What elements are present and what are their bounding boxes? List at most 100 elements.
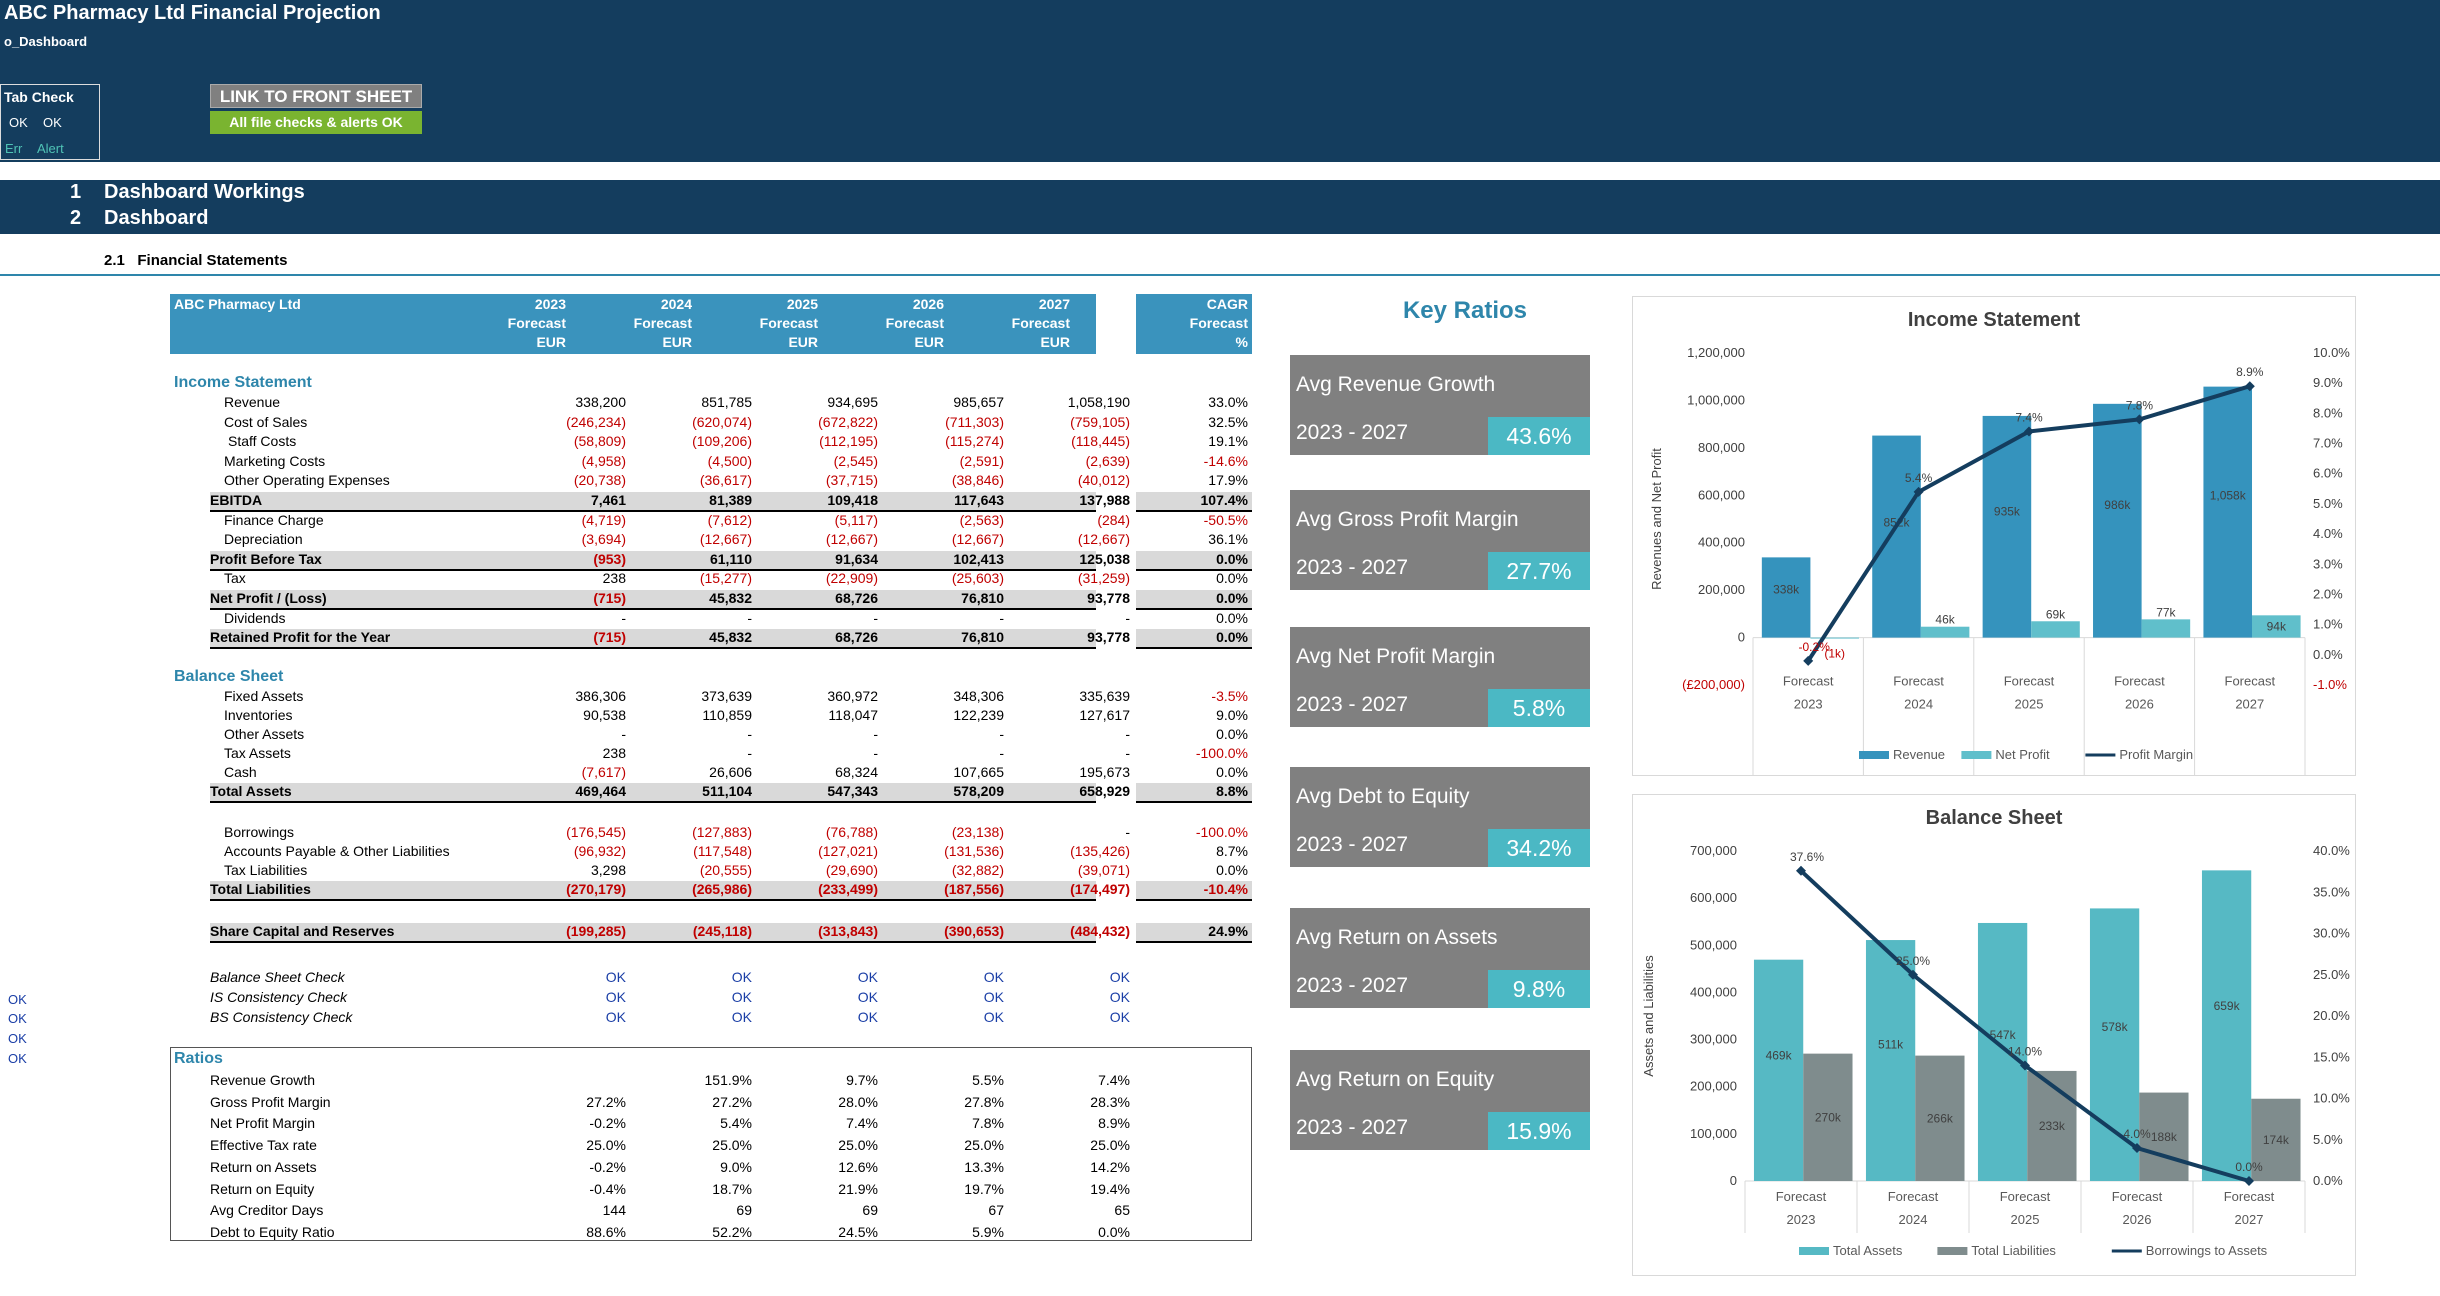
table-row: Share Capital and Reserves (199,285) (245,… [170, 923, 1252, 943]
key-ratio-card: Avg Return on Equity 2023 - 2027 15.9% [1290, 1050, 1590, 1150]
y-tick-label: 300,000 [1690, 1032, 1737, 1047]
section-dashboard-workings[interactable]: 1 Dashboard Workings [70, 181, 305, 203]
cell-value: 338,200 [575, 394, 626, 410]
cell-value: (115,274) [945, 433, 1004, 450]
row-label: Effective Tax rate [210, 1137, 317, 1154]
cell-value: 125,038 [1079, 550, 1130, 567]
bar-data-label: 46k [1935, 613, 1955, 627]
bar [2201, 870, 2252, 1181]
row-label: Avg Creditor Days [210, 1202, 324, 1219]
cell-value: (4,500) [707, 452, 752, 469]
row-label: Accounts Payable & Other Liabilities [224, 843, 450, 859]
column-header: Forecast [633, 315, 692, 331]
cagr-unit: % [1235, 334, 1248, 350]
cagr-value: 0.0% [1216, 550, 1248, 567]
table-row: Borrowings (176,545) (127,883) (76,788) (23,… [170, 824, 1252, 843]
bar-data-label: 578k [2102, 1020, 2129, 1034]
cell-value: (672,822) [818, 413, 878, 430]
cell-value: (233,499) [818, 881, 878, 897]
line-marker [1796, 865, 1806, 876]
key-ratio-card: Avg Gross Profit Margin 2023 - 2027 27.7% [1290, 490, 1590, 590]
cell-value: (76,788) [825, 824, 878, 840]
cell-value: OK [983, 989, 1004, 1005]
cell-value: 69 [862, 1202, 878, 1219]
cell-value: (2,545) [833, 452, 878, 469]
cell-value: (58,809) [573, 433, 626, 450]
bar-data-label: 986k [2104, 498, 2131, 512]
table-row: Marketing Costs (4,958) (4,500) (2,545) (2,5… [170, 453, 1252, 472]
y-tick-label: 1,200,000 [1687, 345, 1745, 360]
cell-value: (245,118) [692, 923, 752, 939]
row-label: Dividends [224, 609, 286, 626]
category-year: 2025 [2015, 697, 2044, 712]
bar-data-label: 94k [2267, 619, 2287, 633]
cell-value: 19.4% [1090, 1180, 1130, 1197]
y2-tick-label: 25.0% [2313, 967, 2350, 982]
y2-tick-label: 7.0% [2313, 436, 2343, 451]
cell-value: 511,104 [702, 783, 752, 799]
cagr-value: 32.5% [1208, 413, 1248, 430]
cell-value: 348,306 [953, 688, 1004, 704]
cagr-value: 24.9% [1208, 923, 1248, 939]
key-ratio-card: Avg Revenue Growth 2023 - 2027 43.6% [1290, 355, 1590, 455]
y-tick-label: 1,000,000 [1687, 392, 1745, 407]
table-row: Effective Tax rate 25.0% 25.0% 25.0% 25.0% 25… [170, 1137, 1252, 1156]
key-ratio-name: Avg Return on Equity [1296, 1068, 1495, 1091]
cell-value: - [999, 609, 1004, 626]
y-tick-label: (£200,000) [1682, 677, 1745, 692]
cell-value: 76,810 [961, 629, 1004, 646]
cell-value: 195,673 [1079, 764, 1130, 780]
cell-value: 7.4% [1098, 1072, 1130, 1088]
link-front-sheet-button[interactable]: LINK TO FRONT SHEET [210, 84, 422, 108]
bar [1753, 959, 1804, 1181]
bar-data-label: 174k [2263, 1133, 2290, 1147]
table-row: Retained Profit for the Year (715) 45,832 6… [170, 629, 1252, 650]
file-checks-status: All file checks & alerts OK [210, 111, 422, 134]
column-header: Forecast [507, 315, 566, 331]
cell-value: 5.9% [972, 1223, 1004, 1240]
cell-value: (7,612) [707, 511, 752, 528]
line-data-label: 7.8% [2126, 398, 2154, 412]
column-header: Forecast [1011, 315, 1070, 331]
cell-value: 5.5% [972, 1072, 1004, 1088]
column-header: 2026 [912, 296, 944, 312]
row-label: Other Assets [224, 726, 305, 742]
section-dashboard[interactable]: 2 Dashboard [70, 207, 209, 229]
category-label: Forecast [2000, 1189, 2051, 1204]
cell-value: 18.7% [712, 1180, 752, 1197]
cagr-forecast: Forecast [1189, 315, 1248, 331]
table-row: IS Consistency Check OK OK OK OK OK [170, 989, 1252, 1008]
bar-data-label: 1,058k [2210, 489, 2247, 503]
cell-value: OK [857, 989, 878, 1005]
cell-value: (270,179) [566, 881, 626, 897]
cell-value: (117,548) [693, 843, 752, 859]
y-tick-label: 500,000 [1690, 937, 1737, 952]
cell-value: - [873, 609, 878, 626]
cell-value: 9.0% [720, 1158, 752, 1175]
cell-value: 21.9% [838, 1180, 878, 1197]
table-row: Return on Assets -0.2% 9.0% 12.6% 13.3% 14.2% [170, 1159, 1252, 1178]
bar [2031, 621, 2080, 638]
tab-check-alert: Alert [37, 141, 64, 156]
section-header: Income Statement [174, 374, 312, 391]
row-label: Revenue [224, 394, 281, 410]
cell-value: -0.2% [589, 1115, 626, 1132]
table-row: Revenue 338,200 851,785 934,695 985,657 1,058… [170, 394, 1252, 413]
row-label: Retained Profit for the Year [210, 629, 391, 646]
cell-value: 238 [602, 745, 626, 761]
cell-value: 14.2% [1090, 1158, 1130, 1175]
cell-value: 13.3% [964, 1158, 1004, 1175]
key-ratio-card: Avg Debt to Equity 2023 - 2027 34.2% [1290, 767, 1590, 867]
key-ratio-period: 2023 - 2027 [1296, 556, 1409, 579]
legend-label: Profit Margin [2119, 747, 2193, 762]
line-data-label: 7.4% [2015, 410, 2043, 424]
cell-value: 25.0% [1090, 1137, 1130, 1154]
category-label: Forecast [1893, 674, 1944, 689]
cell-value: 25.0% [964, 1137, 1004, 1154]
cell-value: 12.6% [838, 1158, 878, 1175]
side-check: OK [8, 992, 27, 1007]
cell-value: 67 [988, 1202, 1004, 1219]
bar-data-label: 469k [1766, 1048, 1793, 1062]
line-data-label: 37.6% [1790, 850, 1824, 864]
column-header: EUR [1040, 334, 1070, 350]
